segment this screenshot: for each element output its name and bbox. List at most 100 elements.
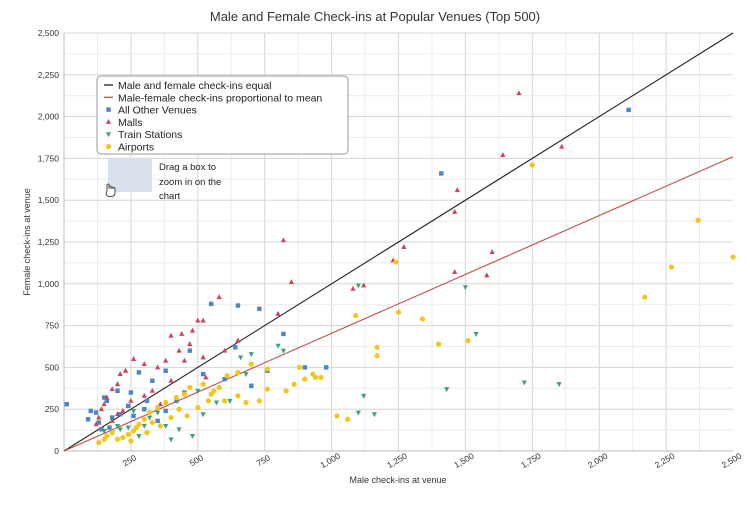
data-point [109,386,115,392]
data-point [436,341,442,347]
data-point [243,372,249,378]
data-point [334,413,340,419]
data-point [401,244,407,249]
data-point [141,423,147,429]
axes [63,33,733,452]
data-point [361,393,367,399]
data-point [155,410,161,416]
data-point [168,414,174,421]
data-point [200,381,206,387]
data-point [224,373,230,379]
data-point [626,107,631,113]
legend-item-label: Malls [118,117,143,129]
x-tick-label: 2,000 [586,451,610,470]
data-point [128,397,134,403]
data-point [117,412,123,417]
data-point [203,374,209,380]
data-point [117,371,123,377]
data-point [128,390,134,395]
data-point [147,415,153,421]
data-point [176,347,182,353]
data-point [361,282,367,288]
data-point [104,398,110,404]
legend-item-label: Male and female check-ins equal [118,80,272,92]
data-point [345,416,351,422]
data-point [355,410,361,416]
data-point [288,279,295,285]
data-point [473,332,479,337]
data-point [248,352,254,358]
data-point [187,348,192,353]
y-tick-label: 500 [45,362,59,372]
data-point [144,430,150,436]
data-point [96,414,102,420]
data-point [155,404,161,411]
data-point [324,365,329,370]
data-point [149,387,155,393]
data-point [163,368,168,373]
data-point [109,417,115,423]
data-point [302,376,308,382]
zoom-hint: Drag a box to zoom in on the chart [105,159,221,202]
data-point [181,357,188,363]
data-point [133,424,139,431]
data-point [163,408,168,414]
data-point [257,306,262,312]
data-point [216,294,222,300]
x-tick-label: 2,500 [720,451,744,470]
data-point [452,269,458,275]
data-point [208,301,214,307]
data-point [117,427,123,433]
data-point [439,171,444,176]
data-point [181,391,188,397]
data-point [187,384,193,391]
data-point [355,283,361,289]
legend[interactable]: Male and female check-ins equalMale-fema… [96,75,349,155]
zoom-hint-line-2: zoom in on the [159,177,221,188]
data-point [195,404,201,411]
data-point [200,371,206,377]
data-point [529,162,535,168]
data-point [462,285,468,291]
y-tick-label: 1,250 [38,237,60,247]
data-point [173,394,179,401]
y-axis-ticks: 0 250 500 750 1,000 1,250 1,500 1,750 2,000 2,250… [38,28,60,456]
data-point [195,388,201,394]
y-tick-label: 750 [45,321,59,331]
legend-marker-swatch [105,132,112,138]
legend-item-label: Train Stations [118,129,182,141]
data-point [104,394,110,400]
y-tick-label: 2,250 [38,70,60,80]
data-point [155,364,161,370]
data-point [150,378,155,383]
data-point [283,388,289,394]
zoom-hint-box [108,159,152,192]
x-tick-label: 1,750 [519,451,543,470]
x-tick-label: 1,250 [385,451,409,470]
data-point [280,237,287,243]
data-point [393,259,399,265]
data-point [189,327,196,333]
x-tick-label: 250 [121,452,139,468]
data-point [136,434,142,439]
data-point [168,377,174,383]
data-point [235,303,241,308]
data-point [114,436,121,442]
data-point [126,403,131,409]
legend-marker-swatch [105,143,112,150]
data-point [101,436,107,442]
zoom-hint-line-1: Drag a box to [159,162,216,173]
x-tick-label: 500 [188,452,206,468]
y-tick-label: 1,000 [38,279,60,289]
data-point [353,312,359,319]
y-axis-label: Female check-ins at venue [22,188,32,296]
data-point [374,344,380,350]
data-point [157,401,163,407]
data-point [233,345,238,350]
data-point [222,376,227,382]
data-point [101,395,107,400]
data-point [221,347,228,353]
data-point [350,285,356,291]
data-point [264,386,270,392]
